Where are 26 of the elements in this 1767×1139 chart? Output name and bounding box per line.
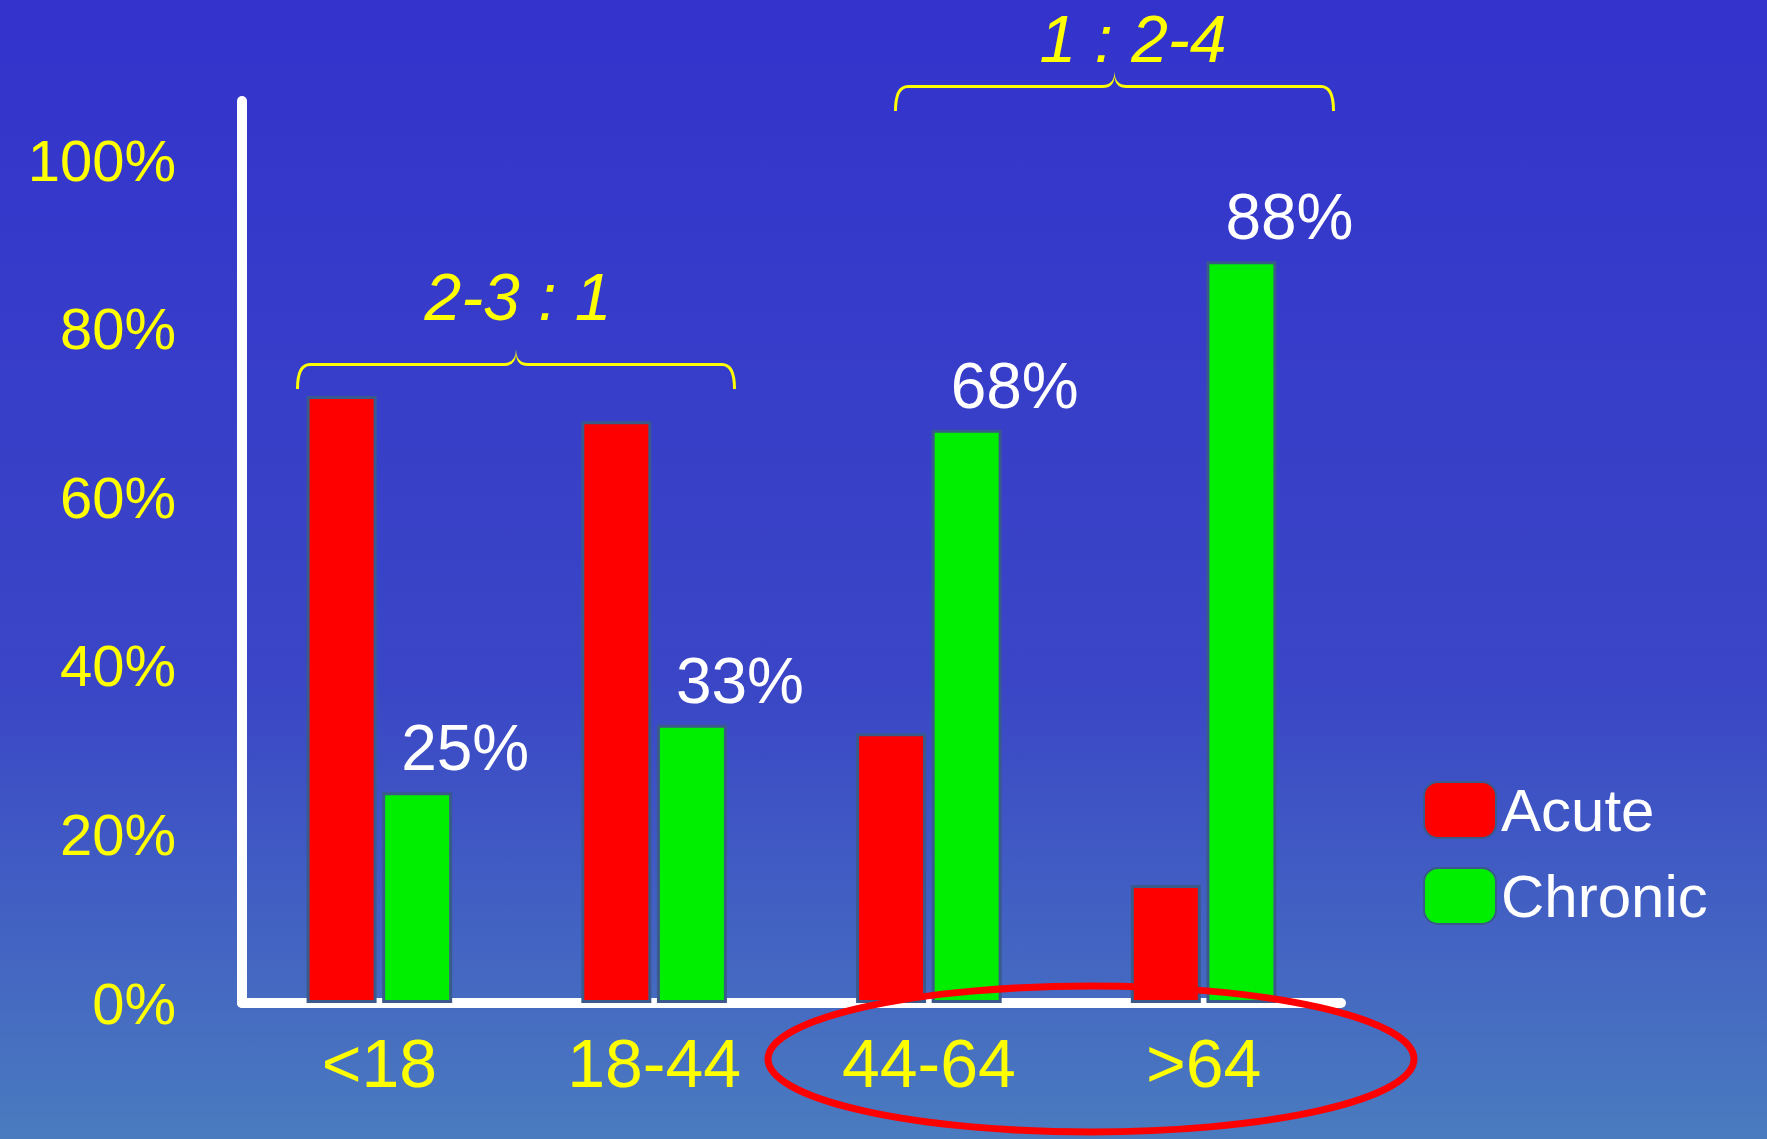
- annotation: 2-3 : 1: [423, 260, 612, 334]
- bar: [306, 396, 377, 1003]
- data-label: 33%: [675, 644, 804, 717]
- x-tick-label: 44-64: [841, 1025, 1016, 1101]
- bar: [382, 792, 453, 1003]
- text: 1 : 2-4: [1039, 2, 1227, 76]
- y-tick-label: 60%: [59, 464, 176, 530]
- bar: [931, 429, 1002, 1003]
- bar: [1206, 261, 1277, 1003]
- bar: [656, 724, 727, 1003]
- bar: [581, 421, 652, 1003]
- y-tick-label: 40%: [59, 633, 176, 699]
- y-tick-label: 20%: [59, 801, 176, 867]
- data-label: 88%: [1225, 181, 1354, 254]
- x-tick-label: >64: [1145, 1025, 1262, 1101]
- y-tick-label: 100%: [27, 127, 176, 193]
- x-tick-label: <18: [321, 1025, 438, 1101]
- bar: [1130, 884, 1201, 1003]
- data-label: 68%: [950, 349, 1079, 422]
- y-tick-label: 80%: [59, 296, 176, 362]
- bar: [856, 733, 927, 1003]
- legend-label: Acute: [1501, 776, 1655, 844]
- data-label: 25%: [401, 712, 530, 785]
- y-tick-label: 0%: [92, 970, 176, 1036]
- x-tick-label: 18-44: [567, 1025, 742, 1101]
- legend-label: Chronic: [1501, 862, 1708, 930]
